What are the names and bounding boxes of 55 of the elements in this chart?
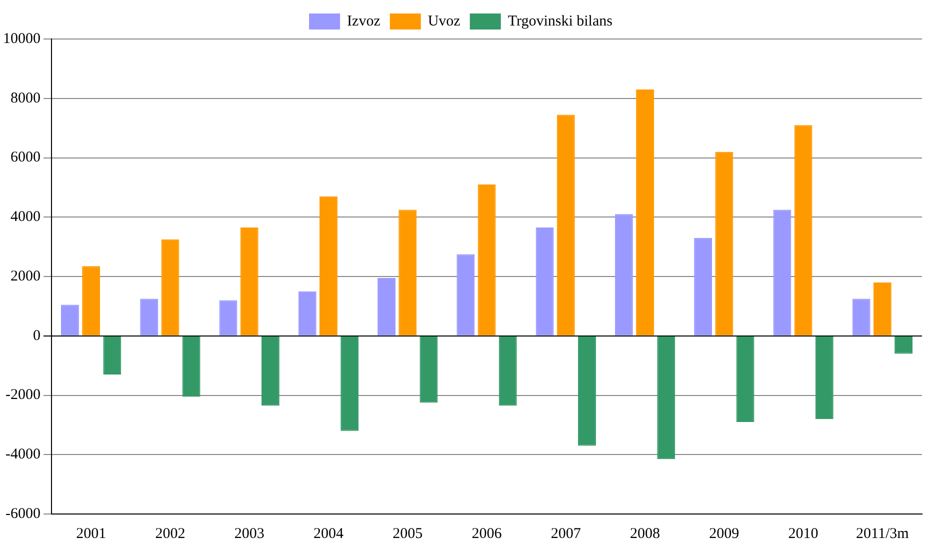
x-tick-label: 2004 xyxy=(313,526,344,542)
bar xyxy=(320,196,338,336)
bar xyxy=(636,89,654,336)
bar xyxy=(261,336,280,406)
bar xyxy=(556,114,575,336)
x-tick-label: 2010 xyxy=(788,526,818,542)
bar xyxy=(815,336,834,419)
bar xyxy=(140,298,158,336)
legend-label: Trgovinski bilans xyxy=(508,13,613,30)
bar xyxy=(773,210,792,336)
y-tick-label: -2000 xyxy=(6,387,40,404)
bar xyxy=(478,184,496,336)
y-tick-label: 10000 xyxy=(3,30,40,47)
bar xyxy=(398,210,417,336)
legend-label: Izvoz xyxy=(347,13,381,30)
x-tick-label: 2011/3m xyxy=(856,526,910,542)
bar xyxy=(614,214,633,336)
bar xyxy=(182,336,200,397)
x-tick-label: 2002 xyxy=(155,526,186,542)
y-tick-label: -6000 xyxy=(6,506,40,522)
bar xyxy=(657,336,676,460)
bar xyxy=(498,336,517,406)
x-tick-label: 2005 xyxy=(392,526,423,542)
y-tick-label: 6000 xyxy=(10,150,40,166)
bar xyxy=(794,125,812,336)
y-tick-label: 4000 xyxy=(10,209,40,226)
y-tick-label: 2000 xyxy=(10,268,40,284)
bar xyxy=(873,282,892,336)
bar xyxy=(219,300,238,336)
bar xyxy=(715,152,734,336)
bar xyxy=(694,238,712,336)
x-tick-label: 2001 xyxy=(76,526,106,542)
bar xyxy=(298,291,316,336)
bar xyxy=(82,266,100,336)
x-tick-label: 2008 xyxy=(630,526,660,542)
x-tick-label: 2003 xyxy=(234,526,264,542)
y-tick-label: 8000 xyxy=(10,90,40,106)
x-tick-label: 2006 xyxy=(472,526,502,542)
legend-label: Uvoz xyxy=(428,13,461,30)
bar xyxy=(340,336,359,431)
bar xyxy=(378,278,396,336)
x-tick-label: 2009 xyxy=(709,526,740,542)
x-tick-label: 2007 xyxy=(550,526,582,542)
bar xyxy=(240,228,258,336)
bar xyxy=(536,228,554,336)
bar xyxy=(103,336,122,374)
bar xyxy=(161,239,180,336)
bar xyxy=(60,304,79,336)
y-tick-label: -4000 xyxy=(6,446,40,463)
bar xyxy=(852,298,870,336)
y-tick-label: 0 xyxy=(33,328,40,344)
bar xyxy=(420,336,438,403)
bar xyxy=(456,254,475,336)
bar xyxy=(736,336,754,422)
bar xyxy=(578,336,596,446)
